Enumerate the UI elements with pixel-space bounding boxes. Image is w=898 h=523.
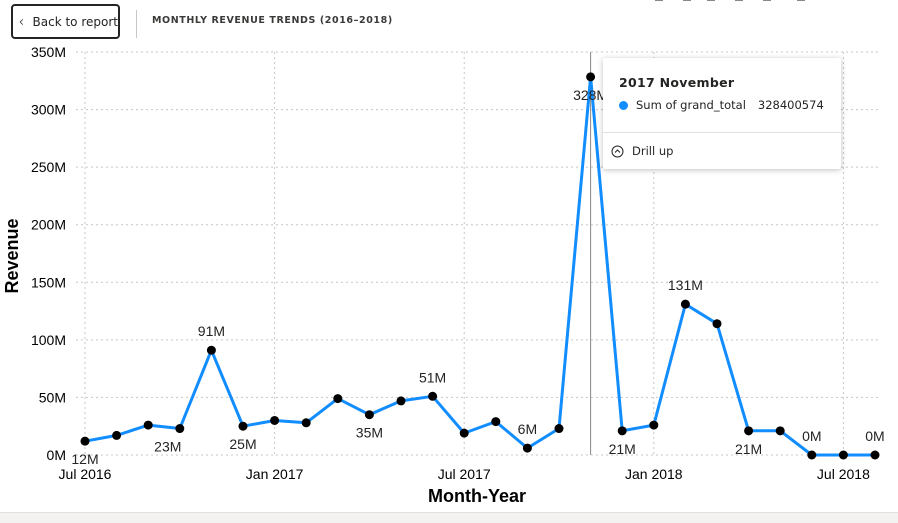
y-axis-ticks: 0M 50M 100M 150M 200M 250M 300M 350M: [31, 44, 66, 463]
data-label: 328M: [573, 87, 608, 103]
tooltip-measure: Sum of grand_total: [636, 98, 746, 112]
y-tick-label: 100M: [31, 332, 66, 348]
data-point[interactable]: [586, 72, 596, 82]
y-tick-label: 200M: [31, 217, 66, 233]
tooltip-series-row: Sum of grand_total 328400574: [619, 98, 824, 112]
data-point[interactable]: [870, 450, 880, 460]
x-tick-label: Jul 2016: [59, 466, 112, 482]
data-label: 23M: [154, 439, 181, 455]
data-point[interactable]: [206, 345, 216, 355]
y-tick-label: 350M: [31, 44, 66, 60]
drill-up-label: Drill up: [632, 144, 674, 158]
data-label: 21M: [609, 441, 636, 457]
data-point[interactable]: [301, 418, 311, 428]
revenue-line-chart[interactable]: 0M 50M 100M 150M 200M 250M 300M 350M Jul 2016 Ja…: [0, 40, 898, 512]
data-point[interactable]: [491, 417, 501, 427]
data-point[interactable]: [807, 450, 817, 460]
data-point[interactable]: [270, 415, 280, 425]
tooltip-title: 2017 November: [619, 75, 735, 90]
data-point[interactable]: [143, 420, 153, 430]
data-point[interactable]: [238, 421, 248, 431]
filter-icon[interactable]: [735, 0, 743, 1]
page-title: MONTHLY REVENUE TRENDS (2016–2018): [152, 15, 393, 26]
drill-down-icon[interactable]: [683, 0, 691, 1]
y-tick-label: 50M: [39, 389, 66, 405]
data-label: 6M: [518, 421, 537, 437]
drill-up-icon: [611, 145, 624, 157]
pin-icon[interactable]: [655, 0, 663, 1]
data-label: 0M: [865, 428, 884, 444]
data-label: 35M: [356, 425, 383, 441]
chart-gridlines: [76, 51, 878, 456]
data-point[interactable]: [744, 426, 754, 436]
report-header: Back to report MONTHLY REVENUE TRENDS (2…: [0, 0, 898, 46]
data-tooltip: 2017 November Sum of grand_total 3284005…: [603, 58, 841, 169]
data-label: 51M: [419, 369, 446, 385]
visual-toolbar: [645, 0, 845, 6]
data-label: 12M: [71, 451, 98, 467]
data-point[interactable]: [112, 430, 122, 440]
data-label: 21M: [735, 441, 762, 457]
y-tick-label: 150M: [31, 274, 66, 290]
y-tick-label: 300M: [31, 102, 66, 118]
data-point[interactable]: [459, 428, 469, 438]
x-tick-label: Jul 2017: [438, 466, 491, 482]
data-point[interactable]: [396, 396, 406, 406]
focus-mode-icon[interactable]: [763, 0, 771, 1]
y-tick-label: 250M: [31, 159, 66, 175]
x-tick-label: Jan 2018: [625, 466, 683, 482]
x-tick-label: Jul 2018: [817, 466, 870, 482]
data-label: 25M: [229, 436, 256, 452]
x-tick-label: Jan 2017: [246, 466, 304, 482]
data-point[interactable]: [428, 391, 438, 401]
data-point[interactable]: [80, 436, 90, 446]
data-label: 91M: [198, 323, 225, 339]
expand-icon[interactable]: [707, 0, 715, 1]
back-to-report-button[interactable]: Back to report: [11, 4, 120, 39]
data-point[interactable]: [680, 299, 690, 309]
data-point[interactable]: [333, 394, 343, 404]
more-options-icon[interactable]: [797, 0, 805, 1]
data-point[interactable]: [775, 426, 785, 436]
data-point[interactable]: [364, 410, 374, 420]
chevron-left-icon: [19, 18, 24, 25]
y-tick-label: 0M: [47, 447, 66, 463]
data-point[interactable]: [838, 450, 848, 460]
back-button-label: Back to report: [32, 14, 118, 29]
data-point[interactable]: [554, 424, 564, 434]
x-axis-ticks: Jul 2016 Jan 2017 Jul 2017 Jan 2018 Jul 2018: [59, 466, 871, 482]
tooltip-separator: [603, 132, 841, 133]
data-point[interactable]: [175, 424, 185, 434]
page-bottom-bar: [0, 512, 898, 523]
data-point[interactable]: [617, 426, 627, 436]
data-point[interactable]: [522, 443, 532, 453]
series-line: [84, 75, 875, 457]
x-axis-title: Month-Year: [428, 486, 526, 506]
data-point[interactable]: [712, 319, 722, 329]
y-axis-title: Revenue: [2, 218, 22, 293]
data-points: [80, 72, 880, 460]
data-label: 0M: [802, 428, 821, 444]
drill-up-button[interactable]: Drill up: [611, 144, 673, 158]
data-point[interactable]: [649, 420, 659, 430]
series-dot-icon: [619, 100, 628, 110]
tooltip-value: 328400574: [757, 98, 824, 112]
data-label: 131M: [668, 277, 703, 293]
header-divider: [136, 10, 137, 38]
data-labels: 12M 23M 91M 25M 35M 51M 6M 328M 21M 131M 21M 0M 0M: [71, 87, 884, 467]
